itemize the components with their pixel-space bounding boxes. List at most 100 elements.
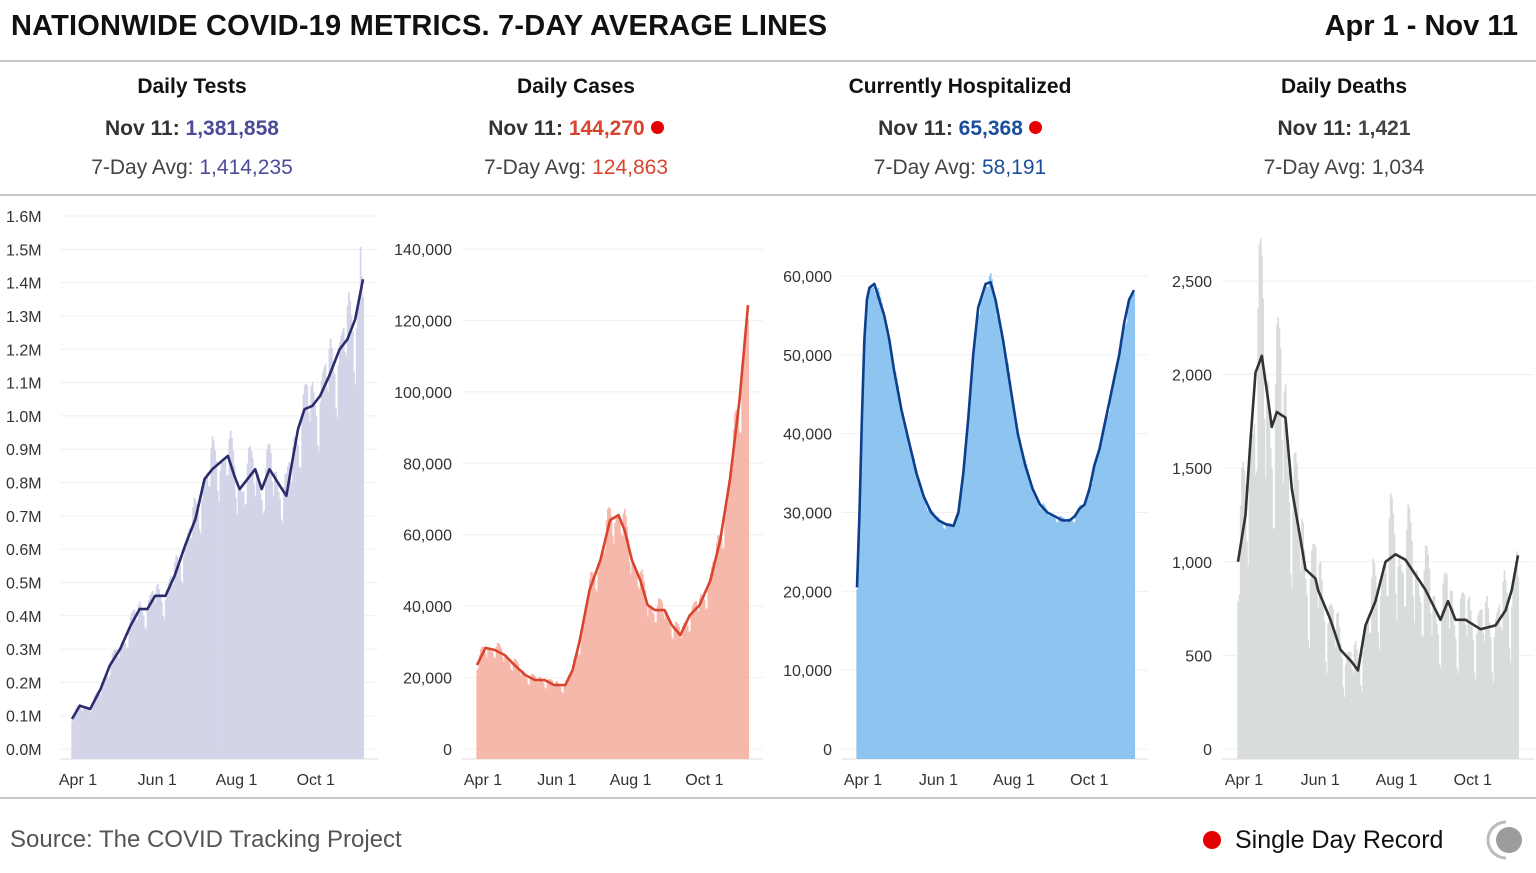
daily-bar	[224, 460, 227, 759]
daily-bar	[1033, 490, 1035, 759]
daily-bar	[94, 693, 97, 759]
daily-bar	[960, 498, 962, 759]
daily-bar	[1247, 565, 1250, 759]
daily-bar	[1014, 418, 1017, 759]
daily-bar	[1404, 606, 1407, 759]
daily-bar	[1273, 528, 1276, 759]
daily-bar	[1433, 595, 1436, 759]
daily-bar	[1402, 573, 1405, 759]
daily-bar	[999, 326, 1002, 759]
x-tick-label: Oct 1	[297, 772, 335, 789]
charts-area: 0.0M 0.1M 0.2M 0.3M 0.4M 0.5M 0.6M 0.7M 0.8M 0.9M…	[6, 209, 1534, 789]
daily-bar	[1055, 521, 1058, 759]
daily-bar	[724, 516, 727, 759]
daily-bar	[877, 287, 880, 759]
daily-bar	[1020, 453, 1023, 759]
daily-bar	[1292, 487, 1295, 759]
daily-bar	[1501, 630, 1503, 759]
stat-latest: Nov 11: 1,421	[1152, 114, 1536, 144]
daily-bar	[1517, 576, 1520, 759]
daily-bar	[184, 543, 187, 759]
daily-bar	[1078, 505, 1081, 759]
record-dot-icon	[1028, 121, 1042, 134]
daily-bar	[258, 483, 261, 759]
daily-bar	[1049, 513, 1051, 759]
daily-bar	[959, 503, 961, 759]
daily-bar	[738, 433, 741, 759]
daily-bar	[1067, 518, 1070, 759]
daily-bar	[327, 392, 329, 759]
daily-bar	[891, 362, 893, 759]
daily-bar	[1477, 615, 1480, 759]
daily-bar	[259, 493, 262, 759]
loading-spinner-icon[interactable]	[1484, 818, 1528, 862]
daily-bar	[673, 626, 676, 759]
daily-bar	[103, 679, 106, 759]
daily-bar	[175, 555, 177, 759]
daily-bar	[1123, 324, 1126, 759]
daily-bar	[1012, 406, 1014, 759]
daily-bar	[333, 373, 336, 759]
daily-bar	[659, 598, 661, 759]
daily-bar	[1506, 592, 1508, 759]
daily-bar	[253, 484, 255, 759]
daily-bar	[989, 273, 992, 759]
daily-bar	[863, 336, 866, 759]
daily-bar	[1271, 469, 1273, 759]
daily-bar	[570, 674, 573, 759]
y-tick-label: 120,000	[394, 313, 452, 330]
daily-bar	[1376, 588, 1378, 759]
daily-bar	[574, 655, 577, 759]
daily-bar	[643, 581, 645, 759]
daily-bar	[1043, 504, 1045, 759]
y-tick-label: 2,000	[1172, 368, 1212, 385]
daily-bar	[580, 637, 583, 759]
daily-bar	[882, 314, 884, 759]
stat-latest: Nov 11: 1,381,858	[0, 114, 384, 144]
daily-bar	[1263, 418, 1266, 759]
daily-bar	[218, 502, 220, 759]
daily-bar	[271, 481, 274, 759]
daily-bar	[657, 599, 660, 759]
daily-bar	[166, 588, 168, 759]
daily-bar	[79, 703, 81, 759]
daily-bar	[1306, 595, 1308, 759]
stat-latest-value: 144,270	[568, 117, 645, 140]
daily-bar	[1452, 607, 1455, 759]
daily-bar	[651, 611, 654, 759]
daily-bar	[887, 333, 889, 759]
daily-bar	[978, 314, 981, 759]
daily-bar	[244, 505, 246, 759]
daily-bar	[1427, 554, 1430, 759]
daily-bar	[478, 655, 481, 759]
daily-bar	[275, 471, 278, 759]
daily-bar	[199, 533, 202, 759]
daily-bar	[1025, 464, 1028, 759]
daily-bar	[956, 513, 959, 759]
daily-bar	[1090, 488, 1092, 759]
daily-bar	[109, 675, 111, 759]
daily-bar	[170, 575, 172, 759]
daily-bar	[1121, 333, 1123, 759]
daily-bar	[131, 612, 133, 759]
daily-bar	[289, 478, 292, 759]
daily-bar	[1504, 579, 1507, 759]
daily-bar	[1007, 363, 1009, 759]
daily-bar	[610, 516, 613, 759]
daily-bar	[1133, 293, 1136, 759]
y-tick-label: 1,500	[1172, 461, 1212, 478]
daily-bar	[692, 603, 695, 759]
daily-bar	[621, 536, 624, 759]
daily-bar	[80, 708, 83, 759]
daily-bar	[476, 670, 479, 759]
daily-bar	[1382, 575, 1385, 759]
daily-bar	[353, 371, 355, 759]
daily-bar	[535, 680, 538, 759]
daily-bar	[1069, 519, 1071, 759]
daily-bar	[1241, 467, 1243, 759]
daily-bar	[656, 605, 659, 759]
stat-average: 7-Day Avg: 58,191	[768, 153, 1152, 183]
daily-bar	[1311, 550, 1313, 759]
daily-bar	[1497, 608, 1500, 759]
daily-bar	[868, 287, 871, 759]
